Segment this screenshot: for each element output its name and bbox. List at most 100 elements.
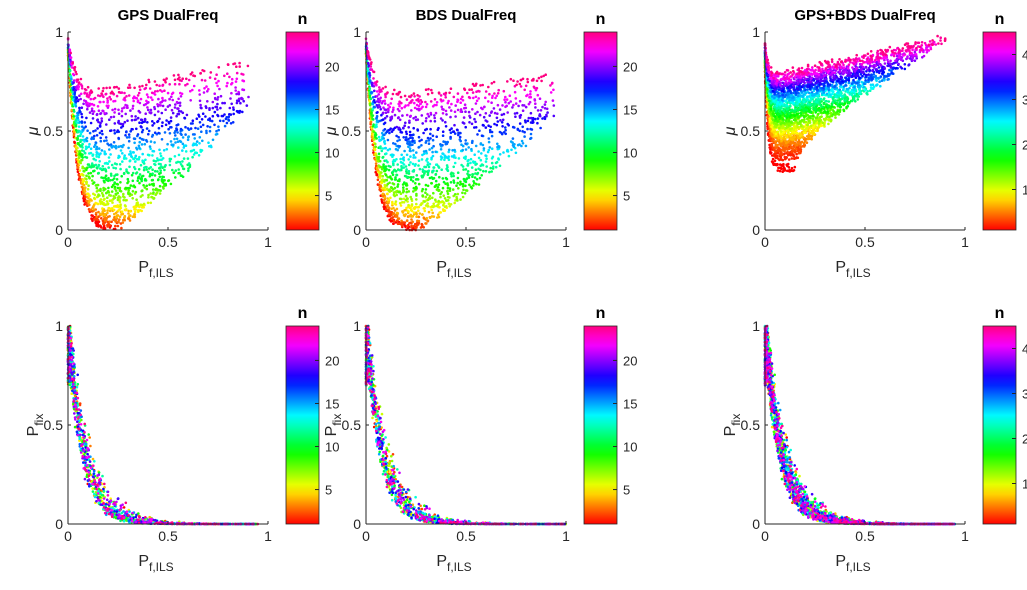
scatter-point bbox=[408, 170, 411, 173]
scatter-point bbox=[247, 96, 250, 99]
scatter-point bbox=[421, 168, 424, 171]
scatter-point bbox=[789, 170, 792, 173]
scatter-point bbox=[433, 114, 436, 117]
scatter-point bbox=[394, 160, 397, 163]
scatter-point bbox=[421, 101, 424, 104]
scatter-point bbox=[187, 167, 190, 170]
scatter-point bbox=[157, 178, 160, 181]
scatter-point bbox=[203, 70, 206, 73]
scatter-point bbox=[155, 84, 158, 87]
scatter-point bbox=[476, 173, 479, 176]
scatter-point bbox=[844, 99, 847, 102]
scatter-point bbox=[385, 111, 388, 114]
scatter-point bbox=[421, 114, 424, 117]
scatter-point bbox=[129, 192, 132, 195]
scatter-point bbox=[113, 116, 116, 119]
scatter-point bbox=[73, 141, 76, 144]
colorbar-tick-label: 5 bbox=[325, 189, 332, 204]
scatter-point bbox=[499, 153, 502, 156]
scatter-point bbox=[105, 123, 108, 126]
scatter-point bbox=[117, 120, 120, 123]
scatter-point bbox=[383, 100, 386, 103]
scatter-point bbox=[444, 205, 447, 208]
scatter-point bbox=[70, 56, 73, 59]
scatter-point bbox=[446, 141, 449, 144]
scatter-point bbox=[382, 163, 385, 166]
scatter-point bbox=[152, 134, 155, 137]
scatter-point bbox=[475, 145, 478, 148]
scatter-point bbox=[97, 94, 100, 97]
scatter-point bbox=[118, 218, 121, 221]
scatter-point bbox=[164, 108, 167, 111]
scatter-point bbox=[80, 173, 83, 176]
scatter-point bbox=[91, 175, 94, 178]
scatter-point bbox=[544, 107, 547, 110]
scatter-point bbox=[170, 96, 173, 99]
scatter-point bbox=[410, 198, 413, 201]
scatter-point bbox=[128, 140, 131, 143]
scatter-point bbox=[823, 124, 826, 127]
scatter-point bbox=[138, 141, 141, 144]
scatter-point bbox=[552, 89, 555, 92]
scatter-point bbox=[140, 180, 143, 183]
scatter-point bbox=[424, 210, 427, 213]
scatter-point bbox=[488, 149, 491, 152]
scatter-point bbox=[132, 215, 135, 218]
scatter-point bbox=[783, 167, 786, 170]
scatter-point bbox=[432, 139, 435, 142]
scatter-point bbox=[525, 106, 528, 109]
scatter-point bbox=[456, 182, 459, 185]
scatter-point bbox=[780, 168, 783, 171]
scatter-point bbox=[468, 115, 471, 118]
scatter-point bbox=[515, 84, 518, 87]
scatter-point bbox=[125, 208, 128, 211]
scatter-point bbox=[161, 138, 164, 141]
scatter-point bbox=[516, 112, 519, 115]
scatter-point bbox=[109, 220, 112, 223]
scatter-point bbox=[474, 176, 477, 179]
scatter-point bbox=[100, 168, 103, 171]
scatter-point bbox=[145, 166, 148, 169]
scatter-point bbox=[370, 65, 373, 68]
scatter-point bbox=[432, 169, 435, 172]
scatter-point bbox=[384, 117, 387, 120]
scatter-point bbox=[425, 117, 428, 120]
scatter-point bbox=[175, 127, 178, 130]
scatter-point bbox=[232, 63, 235, 66]
scatter-point bbox=[189, 90, 192, 93]
scatter-point bbox=[433, 166, 436, 169]
scatter-point bbox=[106, 100, 109, 103]
scatter-point bbox=[397, 136, 400, 139]
scatter-point bbox=[391, 130, 394, 133]
scatter-point bbox=[151, 124, 154, 127]
scatter-point bbox=[512, 104, 515, 107]
scatter-point bbox=[446, 178, 449, 181]
scatter-point bbox=[408, 172, 411, 175]
scatter-point bbox=[150, 109, 153, 112]
scatter-point bbox=[85, 169, 88, 172]
scatter-point bbox=[186, 114, 189, 117]
scatter-point bbox=[128, 133, 131, 136]
scatter-point bbox=[404, 95, 407, 98]
scatter-point bbox=[78, 94, 81, 97]
scatter-point bbox=[176, 138, 179, 141]
scatter-point bbox=[410, 209, 413, 212]
scatter-point bbox=[776, 120, 779, 123]
scatter-point bbox=[450, 109, 453, 112]
scatter-point bbox=[832, 113, 835, 116]
scatter-point bbox=[157, 98, 160, 101]
scatter-point bbox=[100, 213, 103, 216]
scatter-point bbox=[857, 98, 860, 101]
scatter-point bbox=[530, 117, 533, 120]
scatter-point bbox=[488, 137, 491, 140]
scatter-point bbox=[442, 108, 445, 111]
scatter-point bbox=[409, 150, 412, 153]
scatter-point bbox=[384, 147, 387, 150]
scatter-point bbox=[529, 93, 532, 96]
scatter-point bbox=[174, 141, 177, 144]
scatter-point bbox=[99, 125, 102, 128]
scatter-point bbox=[172, 92, 175, 95]
scatter-point bbox=[379, 106, 382, 109]
scatter-point bbox=[435, 163, 438, 166]
scatter-point bbox=[145, 84, 148, 87]
